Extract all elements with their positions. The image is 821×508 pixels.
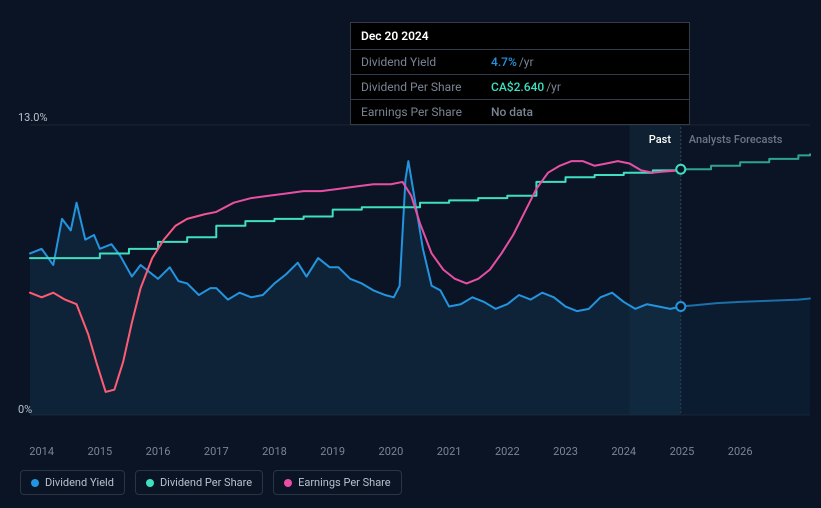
x-tick: 2026 <box>728 445 753 458</box>
region-forecast-label: Analysts Forecasts <box>689 133 783 146</box>
legend-dot-icon <box>146 479 154 487</box>
legend-dot-icon <box>31 479 39 487</box>
x-tick: 2024 <box>611 445 636 458</box>
tooltip-unit: /yr <box>519 55 534 69</box>
tooltip-date: Dec 20 2024 <box>351 23 689 50</box>
tooltip-value: No data <box>491 105 533 119</box>
y-tick: 0% <box>18 403 32 416</box>
x-tick: 2017 <box>204 445 229 458</box>
legend-item[interactable]: Earnings Per Share <box>273 470 402 495</box>
tooltip-row: Dividend Per ShareCA$2.640/yr <box>351 75 689 100</box>
x-tick: 2023 <box>553 445 578 458</box>
y-tick: 13.0% <box>18 111 48 124</box>
region-past-label: Past <box>649 133 671 146</box>
tooltip-value: 4.7% <box>491 55 517 69</box>
hover-tooltip: Dec 20 2024Dividend Yield4.7%/yrDividend… <box>350 22 690 125</box>
marker-dividend_per_share <box>676 165 685 174</box>
legend-label: Earnings Per Share <box>298 476 391 489</box>
marker-dividend_yield <box>676 302 685 311</box>
tooltip-value: CA$2.640 <box>491 80 544 94</box>
legend-label: Dividend Yield <box>45 476 114 489</box>
x-tick: 2025 <box>670 445 695 458</box>
legend-item[interactable]: Dividend Per Share <box>135 470 263 495</box>
tooltip-label: Earnings Per Share <box>361 105 491 119</box>
legend: Dividend Yield Dividend Per Share Earnings… <box>20 470 402 495</box>
tooltip-label: Dividend Yield <box>361 55 491 69</box>
x-tick: 2021 <box>437 445 462 458</box>
tooltip-label: Dividend Per Share <box>361 80 491 94</box>
legend-item[interactable]: Dividend Yield <box>20 470 125 495</box>
tooltip-row: Dividend Yield4.7%/yr <box>351 50 689 75</box>
legend-dot-icon <box>284 479 292 487</box>
tooltip-row: Earnings Per ShareNo data <box>351 100 689 124</box>
tooltip-unit: /yr <box>546 80 561 94</box>
x-tick: 2015 <box>87 445 112 458</box>
x-tick: 2014 <box>29 445 54 458</box>
x-tick: 2016 <box>146 445 171 458</box>
x-tick: 2022 <box>495 445 520 458</box>
x-tick: 2020 <box>379 445 404 458</box>
x-tick: 2018 <box>262 445 287 458</box>
legend-label: Dividend Per Share <box>160 476 252 489</box>
x-tick: 2019 <box>320 445 345 458</box>
